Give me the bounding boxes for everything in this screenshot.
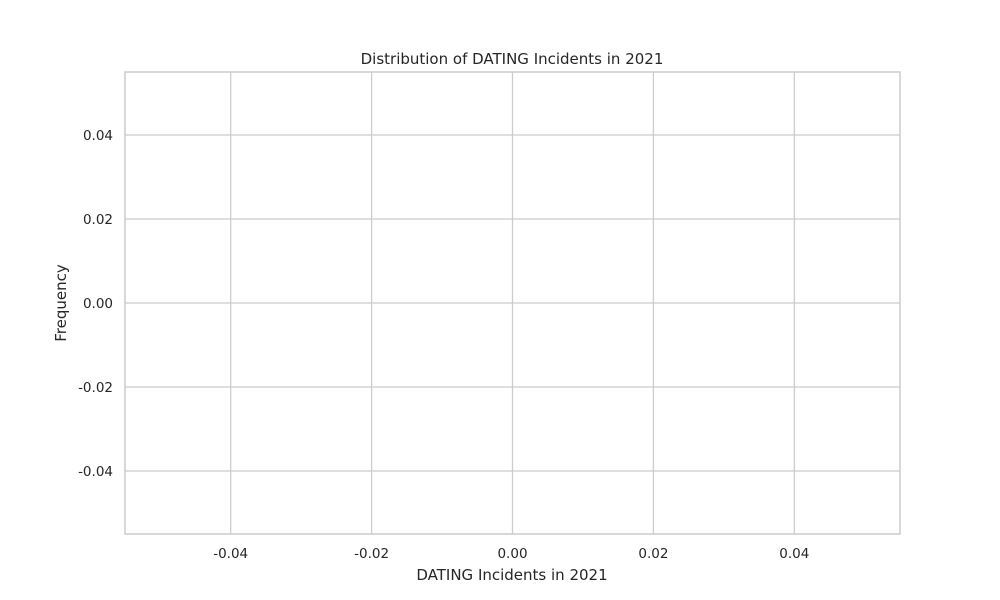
y-tick-label: -0.04 [78, 464, 113, 480]
x-axis-label: DATING Incidents in 2021 [416, 566, 607, 584]
y-tick-label: 0.02 [83, 212, 113, 228]
y-tick-labels: -0.04 -0.02 0.00 0.02 0.04 [78, 128, 113, 480]
y-tick-label: -0.02 [78, 380, 113, 396]
x-tick-label: -0.02 [354, 546, 389, 562]
x-tick-label: 0.00 [497, 546, 527, 562]
x-tick-label: 0.04 [779, 546, 809, 562]
y-tick-label: 0.00 [83, 296, 113, 312]
y-axis-label: Frequency [52, 264, 70, 342]
y-tick-label: 0.04 [83, 128, 113, 144]
x-tick-label: 0.02 [638, 546, 668, 562]
chart-title: Distribution of DATING Incidents in 2021 [361, 50, 664, 68]
x-tick-label: -0.04 [213, 546, 248, 562]
plot-area [124, 71, 901, 535]
grid-layer [125, 72, 900, 534]
x-tick-labels: -0.04 -0.02 0.00 0.02 0.04 [213, 546, 809, 562]
